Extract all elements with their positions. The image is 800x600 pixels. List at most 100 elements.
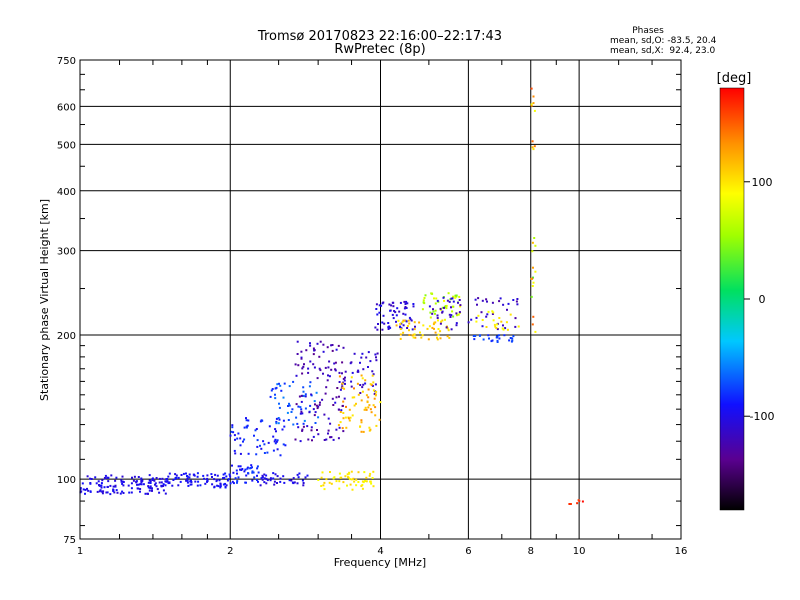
data-point: [515, 300, 518, 303]
data-point: [234, 438, 236, 441]
data-point: [274, 387, 277, 390]
y-tick-label: 200: [57, 331, 76, 342]
data-point: [403, 300, 406, 303]
data-point: [458, 311, 461, 314]
data-point: [374, 383, 377, 386]
data-point: [147, 486, 150, 489]
data-point: [275, 430, 277, 433]
data-point: [338, 375, 341, 378]
data-point: [349, 483, 352, 486]
data-point: [127, 484, 130, 487]
data-point: [144, 492, 147, 495]
data-point: [351, 414, 354, 417]
data-point: [498, 300, 501, 303]
data-point: [147, 485, 150, 488]
data-point: [353, 404, 356, 407]
data-point: [278, 382, 280, 385]
data-point: [514, 317, 517, 320]
data-point: [443, 306, 445, 309]
data-point: [231, 464, 233, 467]
data-point: [437, 319, 439, 322]
data-point: [199, 484, 202, 487]
data-point: [342, 481, 345, 484]
data-point: [219, 485, 222, 488]
data-point: [263, 477, 266, 480]
data-point: [360, 421, 363, 424]
data-point: [318, 367, 321, 370]
data-point: [281, 428, 284, 431]
data-point: [498, 337, 501, 340]
data-point: [374, 414, 377, 417]
data-point: [478, 334, 481, 337]
data-point: [375, 308, 378, 310]
data-point: [231, 426, 234, 429]
data-point: [309, 342, 311, 345]
data-point: [196, 484, 199, 487]
data-point: [313, 400, 316, 403]
data-point: [266, 479, 269, 482]
data-point: [367, 406, 370, 409]
data-point: [161, 477, 164, 480]
data-point: [282, 443, 285, 446]
data-point: [491, 313, 494, 315]
data-point: [452, 305, 455, 308]
data-point: [254, 429, 257, 432]
data-point: [275, 440, 278, 443]
data-point: [455, 294, 458, 297]
data-point: [450, 328, 453, 331]
data-point: [343, 397, 346, 400]
data-point: [245, 474, 248, 477]
data-point: [211, 476, 213, 478]
data-point: [448, 336, 451, 339]
data-point: [314, 422, 317, 424]
data-point: [256, 465, 259, 468]
data-point: [243, 426, 246, 429]
data-point: [301, 367, 304, 370]
data-point: [312, 408, 315, 411]
data-point: [162, 485, 164, 487]
data-point: [299, 406, 302, 409]
data-point: [401, 321, 404, 324]
data-point: [287, 419, 290, 421]
data-point: [532, 276, 534, 279]
data-point: [435, 297, 438, 300]
data-point: [392, 317, 395, 320]
data-point: [239, 437, 242, 440]
data-point: [502, 328, 505, 331]
data-point: [294, 438, 297, 441]
data-point: [95, 482, 98, 485]
data-point: [365, 480, 368, 483]
data-point: [506, 308, 508, 311]
data-point: [167, 482, 170, 485]
data-point: [430, 292, 433, 295]
data-point: [496, 339, 499, 342]
data-point: [436, 336, 438, 339]
data-point: [341, 405, 344, 407]
data-point: [357, 369, 360, 372]
data-point: [364, 382, 367, 385]
data-point: [344, 382, 346, 385]
data-point: [295, 403, 298, 406]
data-point: [368, 426, 371, 429]
data-point: [433, 321, 436, 324]
data-point: [534, 244, 537, 247]
data-point: [244, 468, 247, 471]
data-point: [276, 448, 279, 451]
data-point: [155, 477, 158, 479]
title-block: Tromsø 20170823 22:16:00–22:17:43 RwPret…: [257, 29, 502, 57]
data-point: [272, 435, 275, 438]
data-point: [296, 482, 299, 485]
data-point: [531, 323, 534, 326]
data-point: [395, 320, 397, 323]
data-point: [236, 472, 238, 475]
data-point: [80, 490, 83, 493]
data-point: [362, 368, 365, 371]
data-point: [359, 361, 361, 364]
data-point: [224, 472, 227, 475]
data-point: [151, 489, 153, 492]
data-point: [160, 481, 163, 484]
data-point: [107, 480, 110, 483]
data-point: [505, 321, 508, 324]
data-point: [300, 408, 303, 411]
